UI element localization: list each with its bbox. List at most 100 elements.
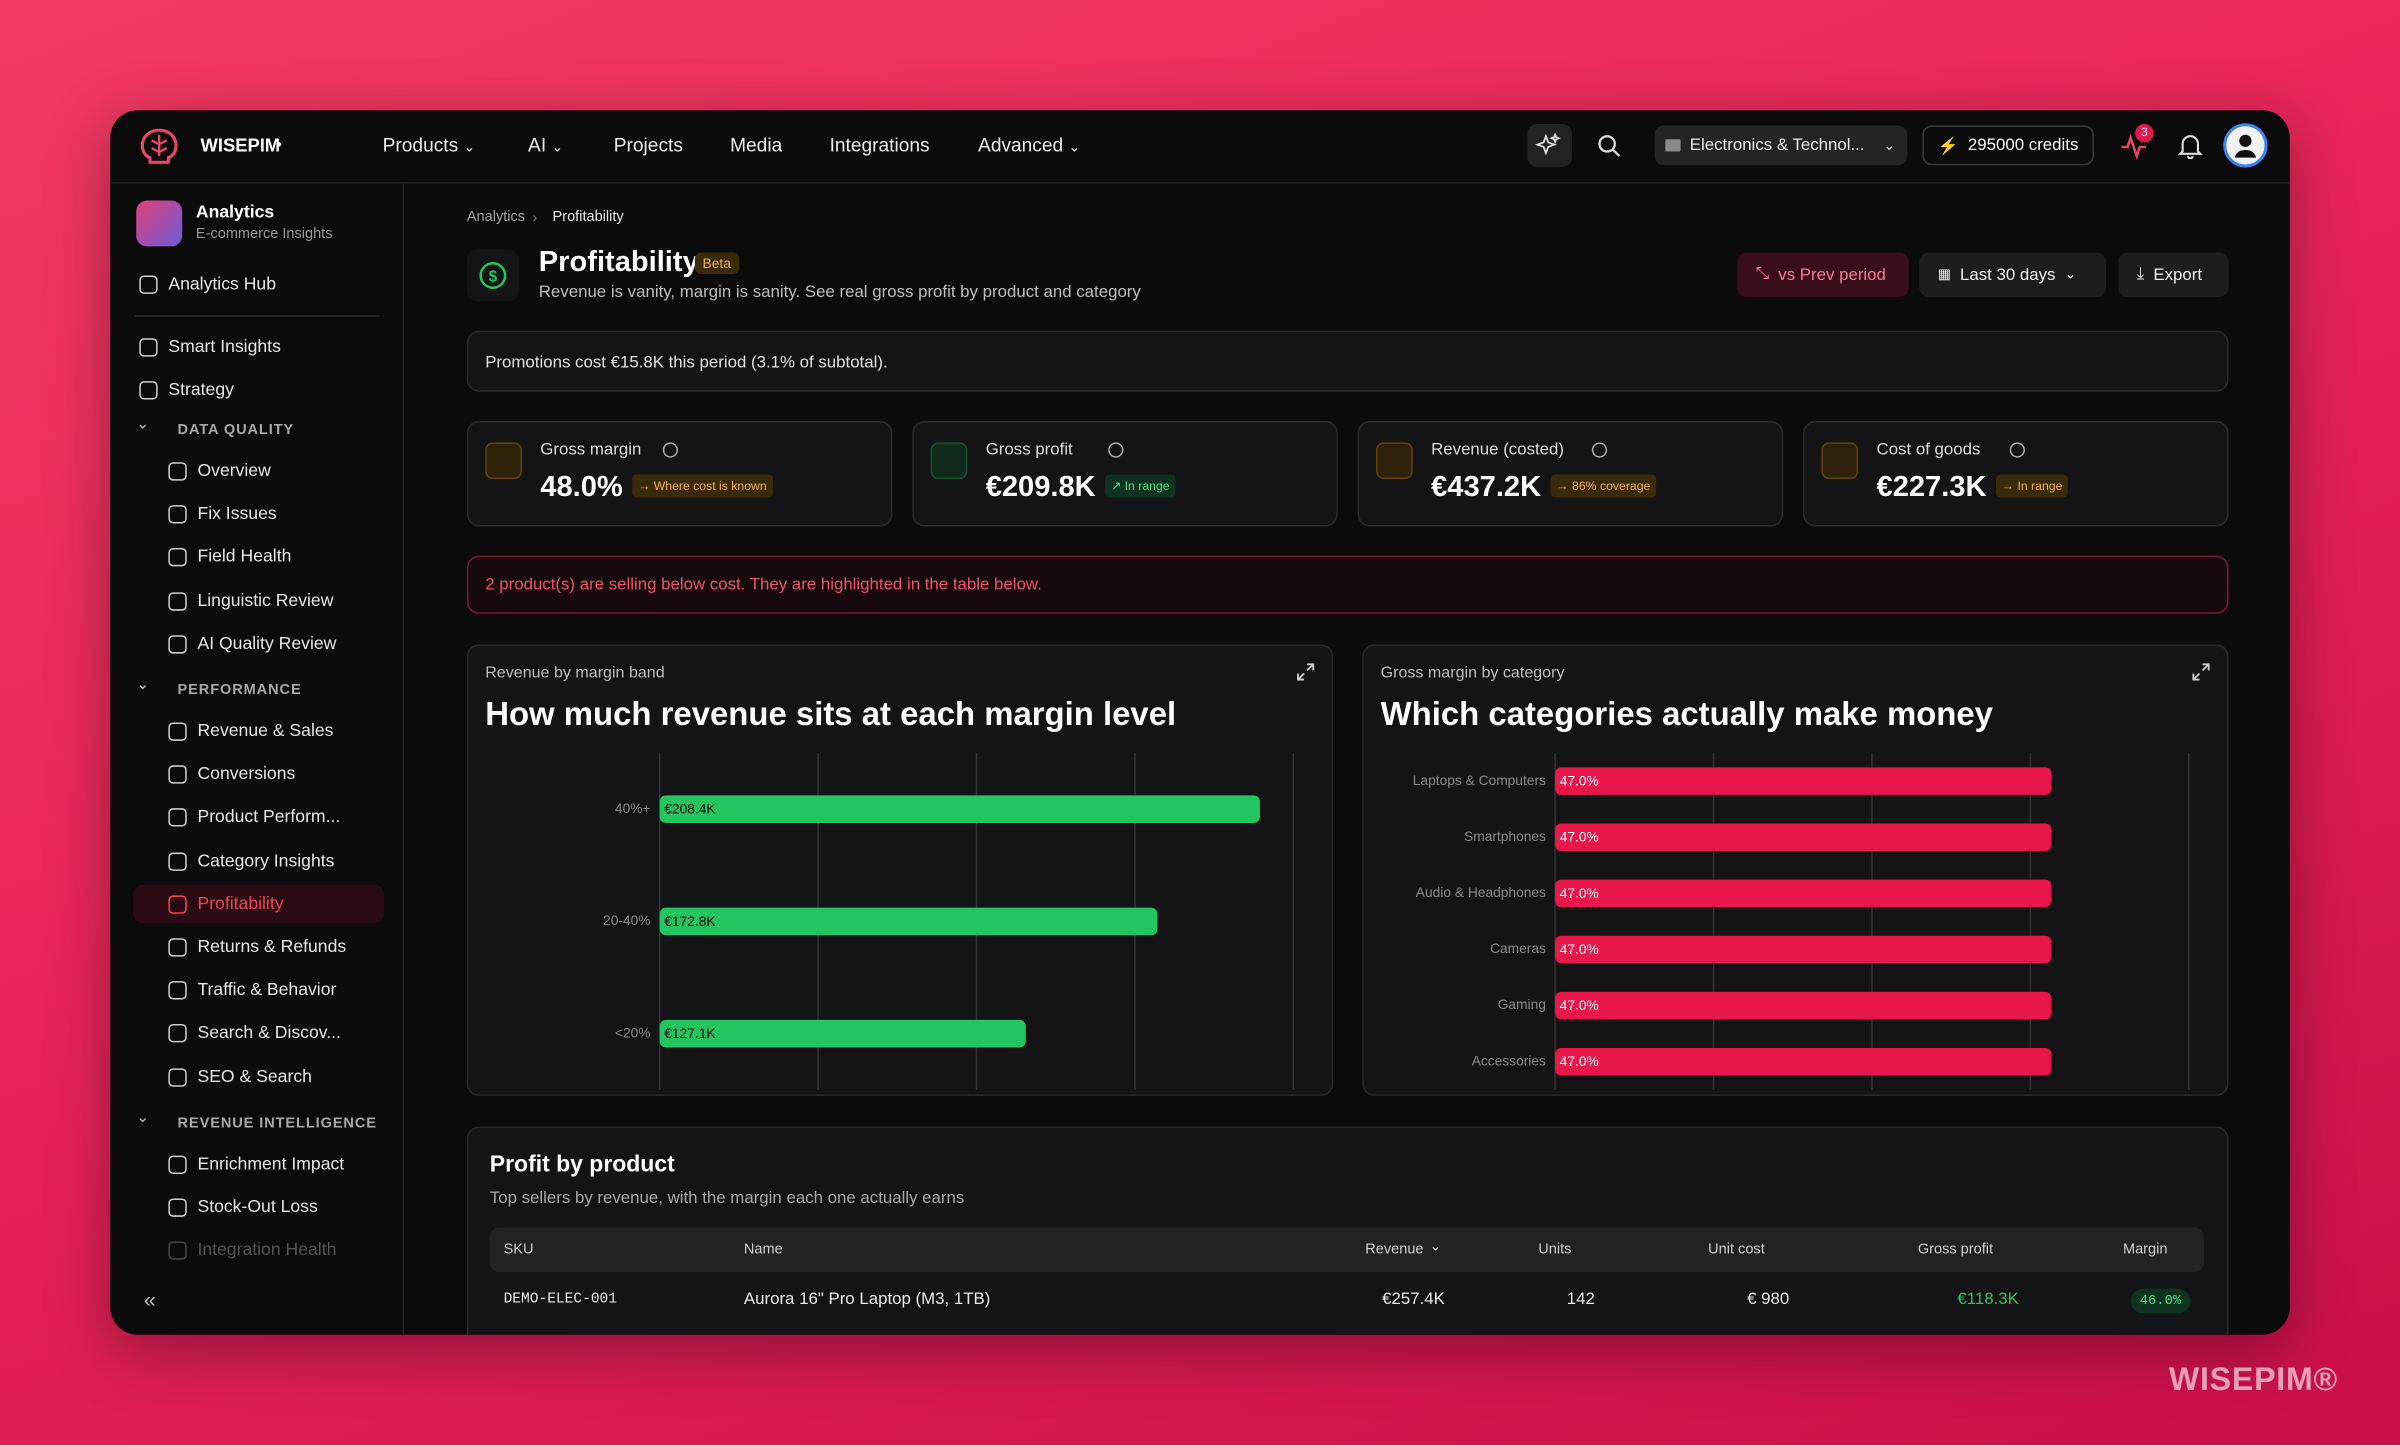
app-window: WISEPIM ● Products ⌄ AI ⌄ Projects Media… <box>110 110 2290 1335</box>
icon <box>168 1024 187 1043</box>
icon <box>168 895 187 914</box>
y-tick-label: Cameras <box>1490 941 1546 956</box>
sidebar-item[interactable]: Product Perform... <box>197 808 341 828</box>
chevron: ⌄ <box>136 416 150 434</box>
sidebar-item[interactable]: Traffic & Behavior <box>197 981 337 1000</box>
nav-item[interactable]: Integrations <box>829 134 930 157</box>
kpi-value-text: €209.8K <box>985 471 1096 504</box>
bar <box>1555 1047 2052 1076</box>
collapse-button[interactable]: « <box>143 1287 156 1312</box>
sku: DEMO-ELEC-001 <box>503 1290 618 1308</box>
bell-button[interactable] <box>2178 132 2203 160</box>
data-label: €127.1K <box>664 1026 716 1041</box>
nav-item[interactable]: Advanced ⌄ <box>978 134 1081 157</box>
compare-button[interactable]: ⤡ vs Prev period <box>1737 252 1909 297</box>
credits[interactable]: ⚡ 295000 credits <box>1922 125 2094 166</box>
column-header: Units <box>1538 1241 1572 1259</box>
expand-button[interactable] <box>2190 661 2211 682</box>
search-button[interactable] <box>1596 133 1621 157</box>
bar <box>1555 823 2052 852</box>
nav-label: AI <box>528 134 547 157</box>
export-button[interactable]: ⤓ Export <box>2118 252 2229 297</box>
sidebar-item[interactable]: Returns & Refunds <box>197 938 347 957</box>
kpi-label: Gross profit <box>985 440 1073 460</box>
sidebar-item[interactable]: Enrichment Impact <box>197 1155 345 1174</box>
sidebar-item[interactable]: Conversions <box>197 765 296 784</box>
cell: €257.4K <box>1382 1290 1445 1309</box>
nav-item[interactable]: Media <box>730 134 783 157</box>
nav-item[interactable]: Products ⌄ <box>382 134 476 157</box>
y-tick-label: Accessories <box>1472 1053 1546 1068</box>
chevron: ⌄ <box>136 676 150 694</box>
y-tick-label: Laptops & Computers <box>1413 773 1546 788</box>
sidebar-item[interactable]: Strategy <box>168 381 234 400</box>
kpi-value-text: €227.3K <box>1876 471 1987 504</box>
sidebar-item[interactable]: Category Insights <box>197 851 335 871</box>
sidebar-item[interactable]: Analytics Hub <box>168 275 276 294</box>
icon <box>1534 132 1561 156</box>
nav-label: Products <box>382 134 459 157</box>
kpi-card <box>1357 420 1784 527</box>
sidebar-item[interactable]: Stock-Out Loss <box>197 1198 318 1218</box>
page-title: Profitability <box>538 246 699 279</box>
sidebar-item[interactable]: Fix Issues <box>197 505 277 524</box>
alert-text: 2 product(s) are selling below cost. The… <box>485 575 1042 594</box>
kpi-info <box>1108 442 1125 458</box>
icon <box>168 722 187 741</box>
data-label: 47.0% <box>1560 886 1599 901</box>
icon <box>168 591 187 611</box>
column-header: Unit cost <box>1708 1241 1765 1259</box>
y-tick-label: Audio & Headphones <box>1416 885 1546 900</box>
sidebar-item[interactable]: Linguistic Review <box>197 591 334 611</box>
sidebar-item[interactable]: SEO & Search <box>197 1067 312 1087</box>
kpi-value: 48.0% → Where cost is known <box>540 471 773 505</box>
kpi-value: €227.3K → In range <box>1877 471 2069 505</box>
page-subtitle: Revenue is vanity, margin is sanity. See… <box>538 283 1141 302</box>
range-label: Last 30 days <box>1959 265 2056 284</box>
icon: ▦ <box>1937 266 1951 282</box>
breadcrumb[interactable]: Analytics <box>466 208 526 226</box>
icon <box>168 634 187 654</box>
kpi-label: Revenue (costed) <box>1431 440 1565 460</box>
ai-button[interactable] <box>1527 123 1572 167</box>
range-select[interactable]: ▦ Last 30 days ⌄ <box>1919 252 2107 297</box>
sidebar-group[interactable]: REVENUE INTELLIGENCE <box>177 1115 377 1132</box>
activity-button[interactable] <box>2120 132 2148 160</box>
workspace-select[interactable]: Electronics & Technol... ⌄ <box>1654 125 1908 166</box>
cell: € 980 <box>1747 1290 1790 1309</box>
cell: 142 <box>1566 1290 1595 1309</box>
section-title: Analytics <box>195 203 275 222</box>
sidebar-item[interactable]: Integration Health <box>197 1241 337 1261</box>
icon: ⤓ <box>2136 264 2145 284</box>
data-label: 47.0% <box>1560 998 1599 1013</box>
expand-button[interactable] <box>1295 661 1316 682</box>
bar <box>659 907 1158 936</box>
avatar[interactable] <box>2222 122 2268 168</box>
nav-item[interactable]: AI ⌄ <box>528 134 564 157</box>
sidebar-item[interactable]: Profitability <box>197 895 284 914</box>
sidebar-group[interactable]: DATA QUALITY <box>177 421 295 439</box>
sidebar-item[interactable]: Field Health <box>197 548 292 567</box>
sidebar-item[interactable]: Search & Discov... <box>197 1024 341 1043</box>
data-label: €208.4K <box>664 802 716 817</box>
sort-icon: ⌄ <box>1429 1238 1442 1254</box>
notification-badge: 3 <box>2135 123 2154 143</box>
y-tick-label: <20% <box>615 1025 651 1040</box>
sidebar-group[interactable]: PERFORMANCE <box>177 681 302 699</box>
sidebar-item[interactable]: Smart Insights <box>168 338 281 357</box>
nav-item[interactable]: Projects <box>613 134 683 157</box>
kpi-icon <box>1821 442 1859 480</box>
sidebar-item[interactable]: AI Quality Review <box>197 634 337 654</box>
section-icon <box>136 200 183 247</box>
section-subtitle: E-commerce Insights <box>195 225 333 243</box>
column-header: Name <box>743 1241 783 1259</box>
promo-note <box>466 330 2229 392</box>
sidebar-item[interactable]: Revenue & Sales <box>197 722 334 741</box>
column-header[interactable]: Revenue <box>1365 1241 1424 1259</box>
icon <box>168 851 187 871</box>
chart-subtitle: Revenue by margin band <box>485 664 664 682</box>
data-label: 47.0% <box>1560 774 1599 789</box>
sidebar-item[interactable]: Overview <box>197 462 271 481</box>
bar <box>659 1019 1026 1048</box>
